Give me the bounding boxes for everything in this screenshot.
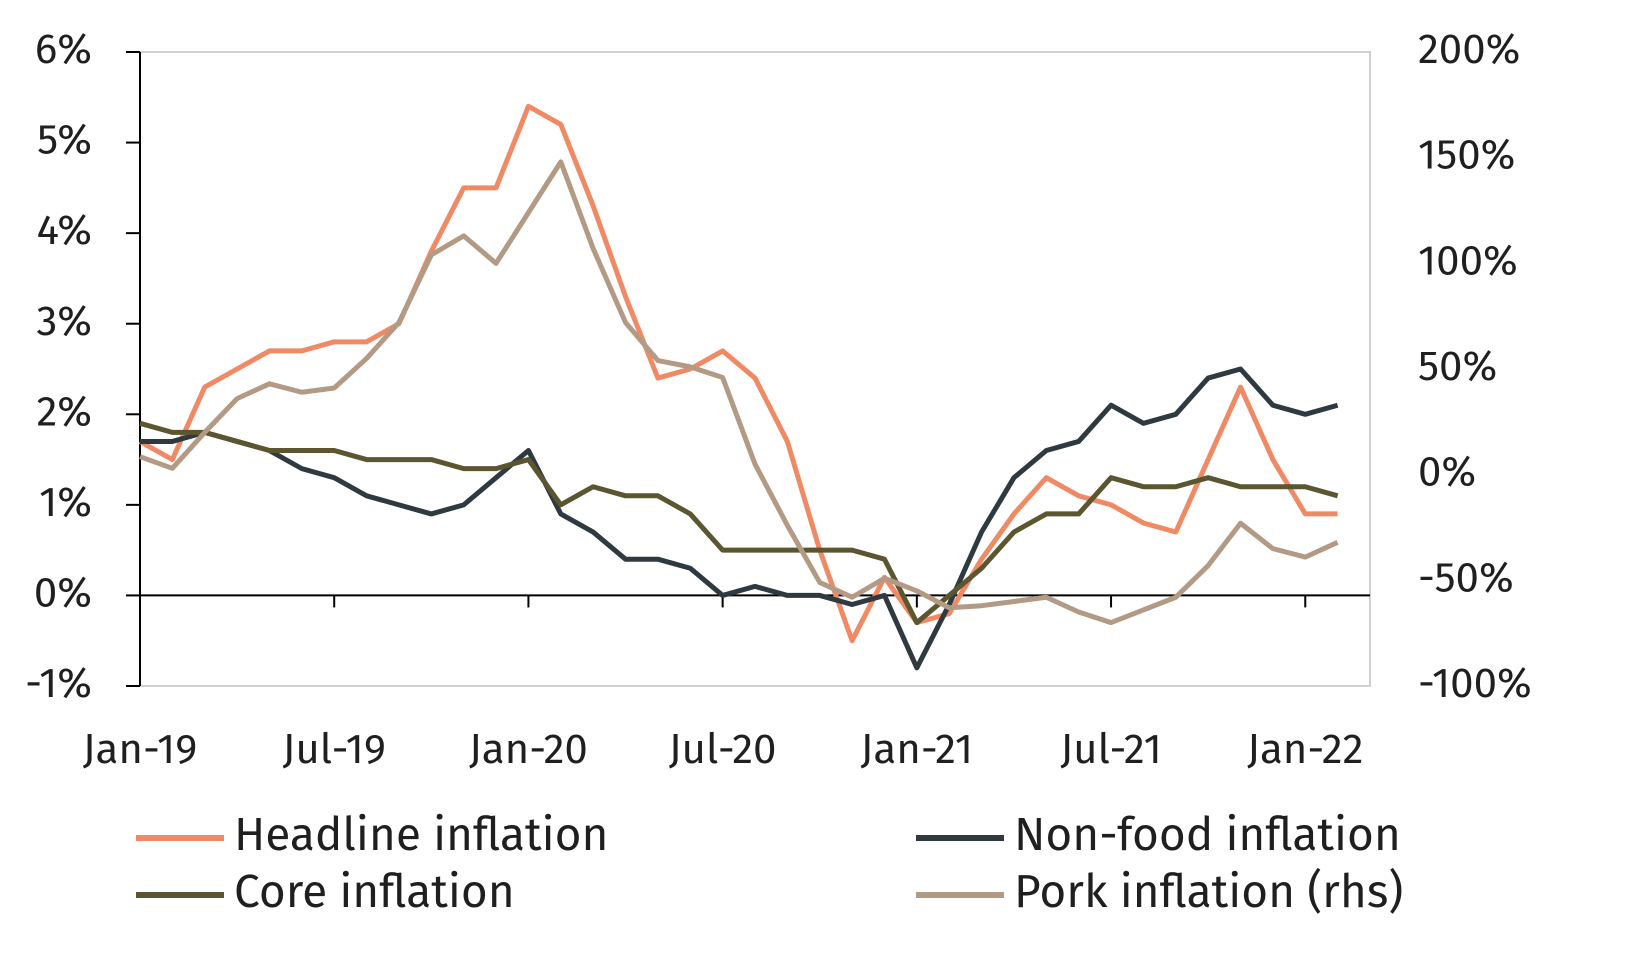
y2-tick-label: 150% [1418, 131, 1515, 181]
y2-tick-label: 200% [1418, 25, 1520, 75]
y-tick-label: 4% [37, 206, 92, 256]
series-line [139, 159, 1339, 626]
y-tick-label: 6% [35, 25, 92, 75]
y2-tick-label: -50% [1418, 553, 1514, 603]
series-line [139, 420, 1339, 626]
series-line [140, 366, 1339, 671]
y-tick-label: 0% [34, 568, 92, 618]
y2-tick-label: 0% [1418, 448, 1476, 498]
y-tick-label: 5% [37, 116, 92, 166]
y-tick-label: 1% [39, 478, 92, 528]
legend-label: Pork inflation (rhs) [1014, 865, 1403, 920]
y-tick-label: 2% [37, 387, 92, 437]
x-tick-label: Jan-20 [469, 725, 588, 775]
x-tick-label: Jul-19 [283, 725, 386, 775]
x-tick-label: Jul-20 [669, 725, 777, 775]
series-line [138, 103, 1338, 644]
legend-label: Core inflation [234, 865, 515, 920]
x-tick-label: Jul-21 [1060, 725, 1161, 775]
y2-tick-label: 50% [1418, 342, 1497, 392]
x-tick-label: Jan-22 [1247, 725, 1363, 775]
x-tick-label: Jan-21 [861, 725, 974, 775]
y-tick-label: 3% [36, 297, 92, 347]
legend-label: Non-food inflation [1014, 808, 1401, 863]
y2-tick-label: -100% [1418, 659, 1532, 709]
y2-tick-label: 100% [1418, 236, 1518, 286]
y-tick-label: -1% [25, 659, 92, 709]
legend-label: Headline inflation [234, 808, 608, 863]
x-tick-label: Jan-19 [83, 725, 198, 775]
